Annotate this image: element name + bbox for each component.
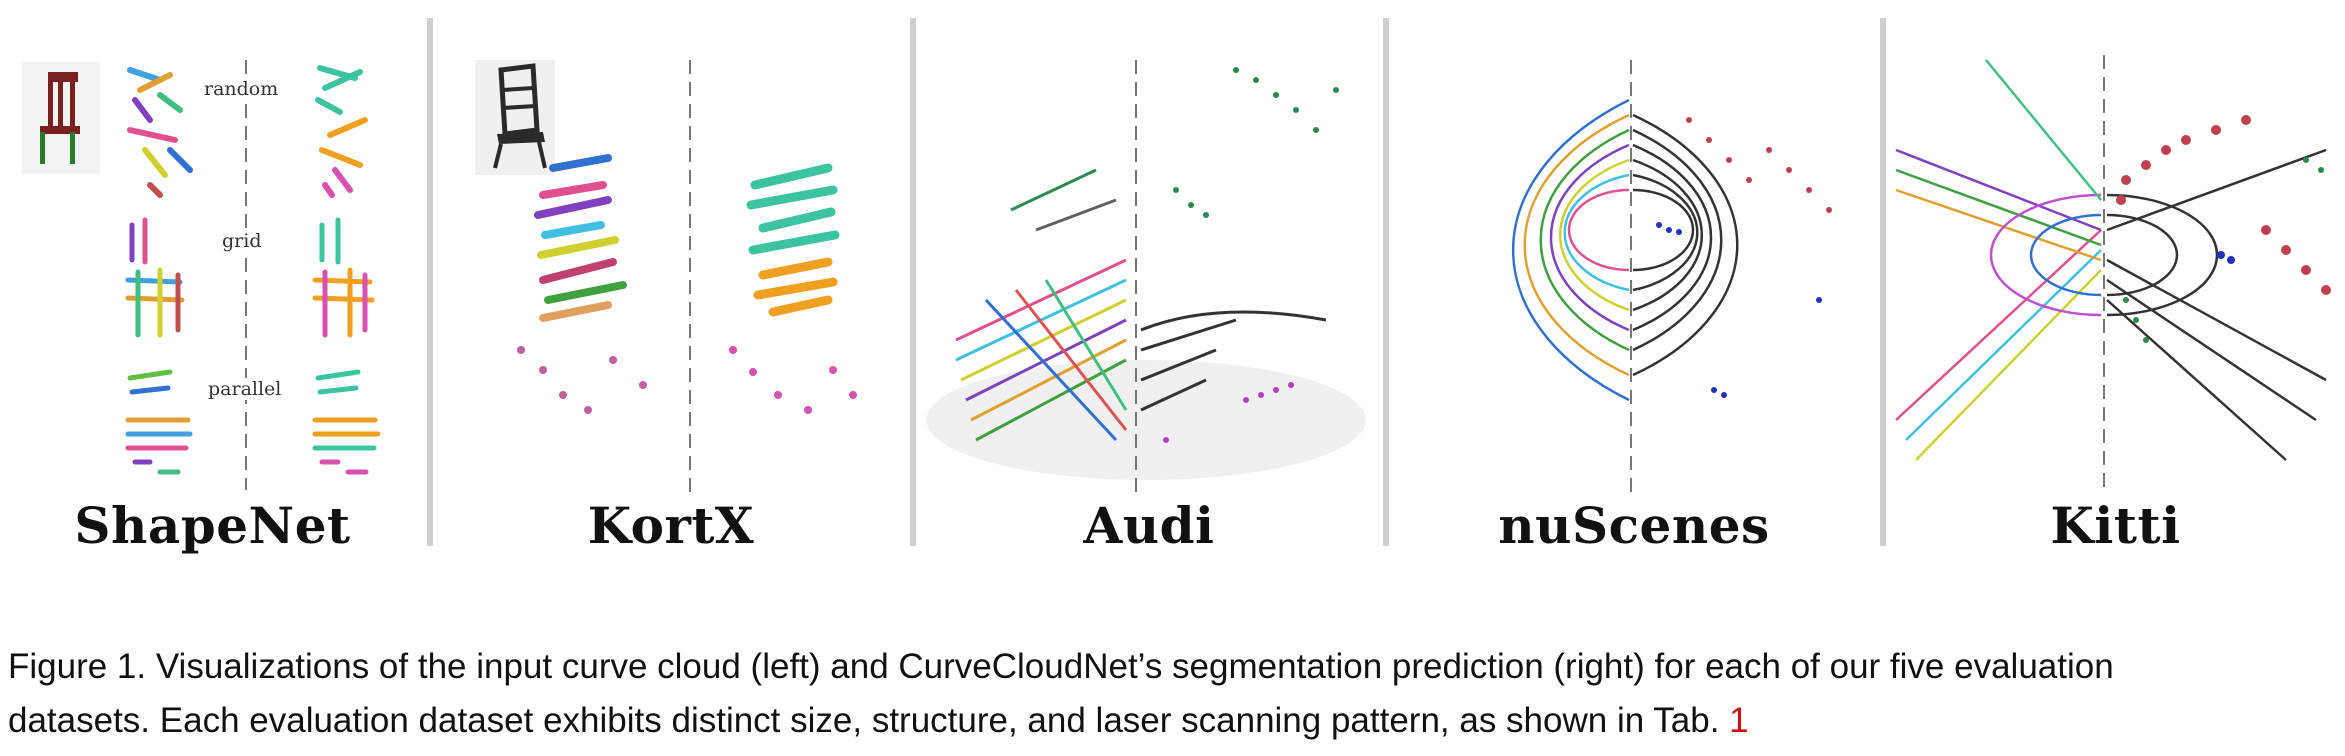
audi-visualization (926, 60, 1366, 492)
panel-kitti: Kitti (1886, 0, 2345, 580)
panel-label-shapenet: ShapeNet (74, 496, 351, 555)
caption-line-2: datasets. Each evaluation dataset exhibi… (8, 694, 2338, 748)
panel-label-nuscenes: nuScenes (1498, 496, 1770, 555)
sublabel-random: random (200, 78, 283, 100)
sublabel-parallel: parallel (204, 378, 286, 400)
panel-audi: Audi (916, 0, 1382, 580)
figure-caption: Figure 1. Visualizations of the input cu… (8, 640, 2338, 748)
shapenet-visualization (22, 60, 381, 490)
caption-line-1: Figure 1. Visualizations of the input cu… (8, 647, 2114, 686)
panel-label-kitti: Kitti (2050, 496, 2181, 555)
panel-divider (1383, 18, 1389, 546)
panel-divider (1880, 18, 1886, 546)
sublabel-grid: grid (218, 230, 266, 252)
panel-label-audi: Audi (1083, 496, 1215, 555)
caption-line-2-text: datasets. Each evaluation dataset exhibi… (8, 701, 1730, 740)
panel-kortx: KortX (433, 0, 909, 580)
panel-shapenet: random grid parallel ShapeNet (0, 0, 425, 580)
kortx-visualization (475, 60, 857, 492)
panel-divider (910, 18, 916, 546)
panel-divider (427, 18, 433, 546)
panel-nuscenes: nuScenes (1389, 0, 1879, 580)
table-reference-link[interactable]: 1 (1729, 701, 1749, 740)
figure-1: random grid parallel ShapeNet (0, 0, 2345, 580)
kitti-visualization (1895, 55, 2331, 492)
nuscenes-visualization (1511, 60, 1832, 492)
panel-label-kortx: KortX (587, 496, 755, 555)
